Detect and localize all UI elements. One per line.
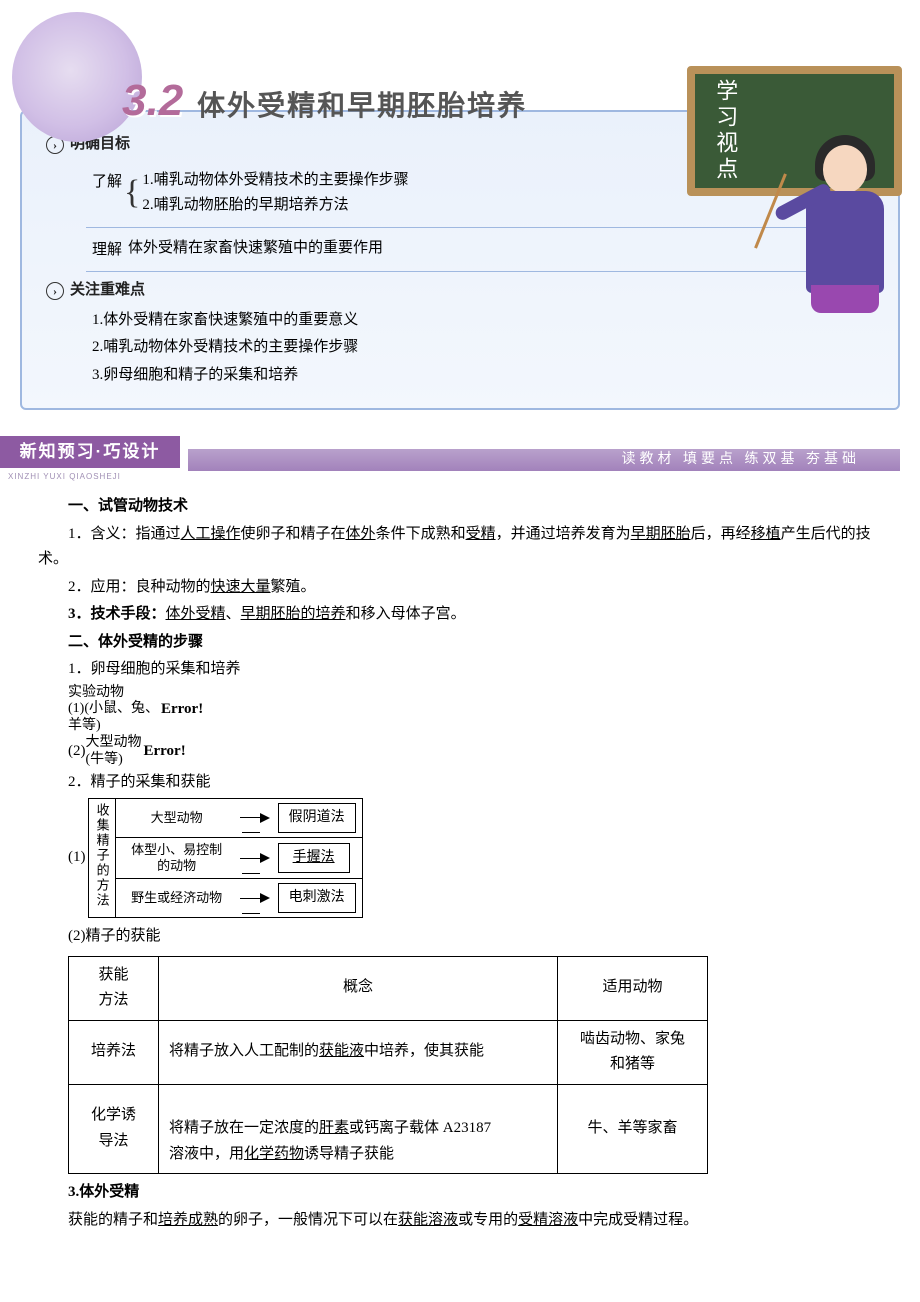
subheading-sperm: 2．精子的采集和获能 <box>38 770 882 796</box>
section-number: 3.2 <box>122 64 183 139</box>
table-cell: 将精子放在一定浓度的肝素或钙离子载体 A23187 溶液中，用化学药物诱导精子获… <box>159 1084 558 1174</box>
subheading-capacitation: (2)精子的获能 <box>38 924 882 950</box>
teacher-illustration: 学习视点 <box>687 66 902 316</box>
sperm-row: 大型动物 假阴道法 <box>116 799 362 837</box>
paragraph: 1．含义：指通过人工操作使卵子和精子在体外条件下成熟和受精，并通过培养发育为早期… <box>38 522 882 573</box>
table-cell: 将精子放入人工配制的获能液中培养，使其获能 <box>159 1020 558 1084</box>
section-heading: 3.2 体外受精和早期胚胎培养 <box>122 64 527 139</box>
paragraph: 2．应用：良种动物的快速大量繁殖。 <box>38 575 882 601</box>
oocyte-group-2: (2) 大型动物 (牛等) Error! <box>68 735 882 769</box>
sperm-row: 野生或经济动物 电刺激法 <box>116 878 362 917</box>
oocyte-group-1: 实验动物 (1)(小鼠、兔、 羊等) Error! <box>68 685 882 735</box>
sperm-method-box: 手握法 <box>278 843 350 873</box>
chevron-icon: › <box>46 136 64 154</box>
document-body: 一、试管动物技术 1．含义：指通过人工操作使卵子和精子在体外条件下成熟和受精，并… <box>20 494 900 1233</box>
goal-tag-grasp: 理解 <box>92 236 122 264</box>
goal-line: 体外受精在家畜快速繁殖中的重要作用 <box>128 236 383 262</box>
sperm-method-box: 假阴道法 <box>278 803 356 833</box>
strip-runner-label: 读教材 填要点 练双基 夯基础 <box>188 449 900 471</box>
heading-steps: 二、体外受精的步骤 <box>38 630 882 656</box>
table-cell: 啮齿动物、家兔 和猪等 <box>558 1020 708 1084</box>
subheader-goals-label: 明确目标 <box>70 132 130 158</box>
goal-tag-understand: 了解 <box>92 168 122 196</box>
table-cell: 培养法 <box>69 1020 159 1084</box>
goal-line: 2.哺乳动物胚胎的早期培养方法 <box>142 193 408 219</box>
sperm-method-box: 电刺激法 <box>278 883 356 913</box>
strip-flag: 新知预习·巧设计 XINZHI YUXI QIAOSHEJI <box>0 422 200 482</box>
sperm-category: 体型小、易控制 的动物 <box>122 842 232 875</box>
paragraph: 3．技术手段：体外受精、早期胚胎的培养和移入母体子宫。 <box>38 602 882 628</box>
table-row: 化学诱 导法 将精子放在一定浓度的肝素或钙离子载体 A23187 溶液中，用化学… <box>69 1084 708 1174</box>
section-title: 体外受精和早期胚胎培养 <box>197 82 527 130</box>
sperm-collection-figure: (1) 收集精子的方法 大型动物 假阴道法体型小、易控制 的动物 手握法野生或经济动… <box>68 798 882 918</box>
sperm-category: 野生或经济动物 <box>122 890 232 906</box>
sperm-category: 大型动物 <box>122 810 232 826</box>
arrow-icon <box>260 853 270 863</box>
table-header: 获能 方法 <box>69 956 159 1020</box>
strip-flag-label: 新知预习·巧设计 <box>0 436 180 468</box>
sperm-row: 体型小、易控制 的动物 手握法 <box>116 837 362 879</box>
arrow-icon <box>260 813 270 823</box>
subheading-oocyte: 1．卵母细胞的采集和培养 <box>38 657 882 683</box>
focus-list: 1.体外受精在家畜快速繁殖中的重要意义 2.哺乳动物体外受精技术的主要操作步骤 … <box>92 308 878 389</box>
section-strip: 新知预习·巧设计 XINZHI YUXI QIAOSHEJI 读教材 填要点 练… <box>0 440 900 480</box>
focus-item: 3.卵母细胞和精子的采集和培养 <box>92 363 878 389</box>
table-cell: 化学诱 导法 <box>69 1084 159 1174</box>
strip-flag-pinyin: XINZHI YUXI QIAOSHEJI <box>8 470 121 484</box>
chevron-icon: › <box>46 282 64 300</box>
table-row: 培养法 将精子放入人工配制的获能液中培养，使其获能 啮齿动物、家兔 和猪等 <box>69 1020 708 1084</box>
table-cell: 牛、羊等家畜 <box>558 1084 708 1174</box>
paragraph: 获能的精子和培养成熟的卵子，一般情况下可以在获能溶液或专用的受精溶液中完成受精过… <box>38 1208 882 1234</box>
learning-header-card: 3.2 体外受精和早期胚胎培养 学习视点 › 明确目标 了解 { 1.哺乳动物体… <box>20 110 900 410</box>
teacher-figure <box>797 111 892 326</box>
goal-line: 1.哺乳动物体外受精技术的主要操作步骤 <box>142 168 408 194</box>
focus-item: 2.哺乳动物体外受精技术的主要操作步骤 <box>92 335 878 361</box>
brace-icon: { <box>124 176 140 210</box>
subheading-ivf: 3.体外受精 <box>38 1180 882 1206</box>
error-token: Error! <box>144 739 186 765</box>
error-token: Error! <box>161 697 203 723</box>
subheader-focus-label: 关注重难点 <box>70 278 145 304</box>
sperm-vertical-label: 收集精子的方法 <box>89 799 116 917</box>
fig-lead: (1) <box>68 845 86 871</box>
table-header: 适用动物 <box>558 956 708 1020</box>
arrow-icon <box>260 893 270 903</box>
heading-tube-tech: 一、试管动物技术 <box>38 494 882 520</box>
table-header: 概念 <box>159 956 558 1020</box>
capacitation-table: 获能 方法 概念 适用动物 培养法 将精子放入人工配制的获能液中培养，使其获能 … <box>68 956 708 1175</box>
